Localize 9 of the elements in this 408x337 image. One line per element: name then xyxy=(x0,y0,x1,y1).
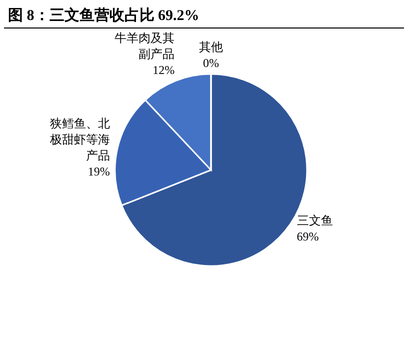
slice-label: 牛羊肉及其副产品 xyxy=(114,31,175,62)
data-label: 69% xyxy=(296,229,319,244)
slice-label: 狭鳕鱼、北极甜虾等海产品 xyxy=(48,116,110,162)
data-label: 19% xyxy=(88,164,110,178)
data-label: 12% xyxy=(152,63,175,78)
chart-title: 图 8：三文鱼营收占比 69.2% xyxy=(8,7,200,24)
text: 0% xyxy=(203,56,219,70)
category-label: 其他 xyxy=(199,40,223,54)
slice-label: 三文鱼 xyxy=(296,213,333,228)
